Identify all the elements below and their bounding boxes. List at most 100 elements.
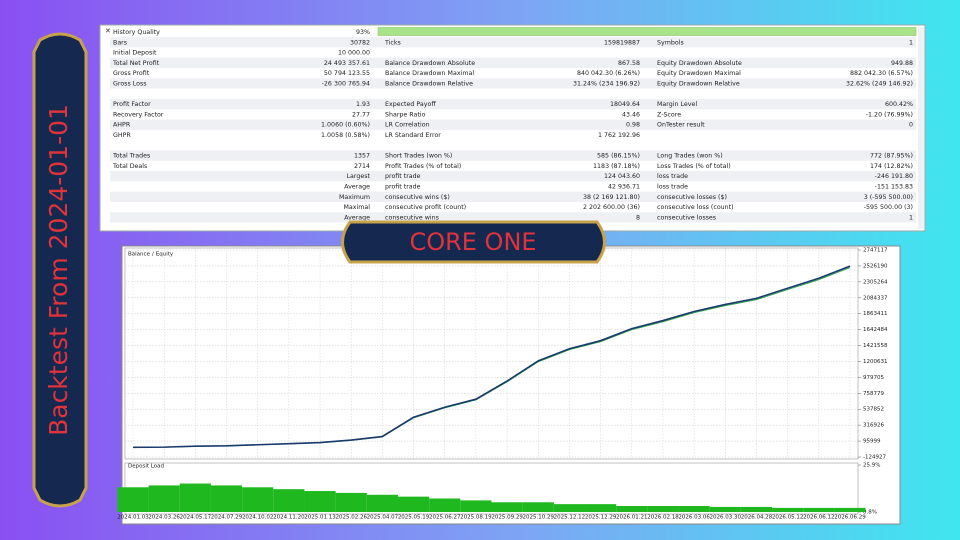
cell-value: 159819887	[604, 39, 640, 46]
x-tick-label: 2024.10.02	[242, 515, 274, 521]
x-tick-label: 2026.05.12	[772, 515, 804, 521]
cell-label: consecutive wins	[385, 214, 439, 221]
cell-value: 772 (87.95%)	[870, 153, 913, 160]
side-title: Backtest From 2024-01-01	[44, 104, 73, 436]
balance-chart: 2747117 2526190 2305264 2084337 1863411 16424…	[117, 248, 888, 521]
bar	[179, 483, 211, 512]
cell-label: Profit Trades (% of total)	[385, 163, 461, 170]
x-tick-label: 2025.12.29	[585, 515, 617, 521]
x-tick-label: 2025.02.26	[335, 515, 367, 521]
x-tick-label: 2025.09.29	[491, 515, 523, 521]
bar	[273, 489, 305, 512]
bar	[553, 504, 586, 512]
y-tick-label: 758779	[863, 391, 884, 397]
cell-label: Total Deals	[112, 163, 147, 170]
center-title: CORE ONE	[409, 228, 536, 256]
x-tick-label: 2026.02.18	[647, 515, 679, 521]
scrollbar[interactable]	[918, 27, 924, 229]
cell-value: 18049.64	[610, 101, 640, 108]
y-tick-label: 95999	[863, 439, 881, 445]
row-shade	[110, 191, 916, 202]
bar	[397, 496, 430, 512]
cell-label: Expected Payoff	[385, 101, 436, 108]
bar	[335, 492, 367, 512]
cell-label: History Quality	[113, 29, 160, 36]
cell-value: 882 042.30 (6.57%)	[850, 70, 913, 77]
cell-label: consecutive losses ($)	[657, 194, 727, 201]
cell-value: 0	[909, 122, 913, 129]
x-tick-label: 2025.06.27	[429, 515, 461, 521]
cell-value: 2714	[354, 163, 370, 170]
cell-value: 27.77	[352, 111, 370, 118]
y-tick-label: 979705	[863, 375, 884, 381]
chart-panel	[121, 245, 901, 525]
cell-label: Z-Score	[657, 111, 681, 118]
cell-value: 1	[909, 214, 913, 221]
x-tick-label: 2026.06.29	[834, 515, 866, 521]
y-tick-label: 1421558	[863, 343, 888, 349]
bar	[148, 485, 180, 512]
bar	[429, 498, 461, 512]
cell-value: 0.98	[626, 122, 640, 129]
cell-value: Maximum	[339, 194, 370, 201]
y-tick-label: 2747117	[863, 248, 888, 254]
row-shade	[110, 57, 916, 69]
bar	[834, 507, 866, 512]
cell-value: 867.58	[618, 60, 640, 67]
cell-label: profit trade	[385, 184, 421, 191]
cell-value: -595 500.00 (3)	[864, 204, 913, 211]
cell-label: Balance Drawdown Maximal	[385, 70, 474, 77]
row-shade	[110, 212, 916, 223]
cell-value: 1.0060 (0.60%)	[321, 122, 370, 129]
bar	[460, 500, 492, 512]
cell-value: Largest	[347, 173, 371, 180]
chart-title: Deposit Load	[128, 464, 164, 470]
cell-label: Short Trades (won %)	[385, 153, 452, 160]
x-tick-label: 2026.06.12	[803, 515, 835, 521]
legend-label: Equity	[156, 252, 174, 258]
bar	[678, 506, 710, 512]
y-tick-label: 537852	[863, 407, 884, 413]
bar	[117, 487, 149, 512]
cell-label: consecutive profit (count)	[385, 204, 466, 211]
cell-label: Total Net Profit	[112, 60, 160, 67]
x-tick-label: 2026.03.30	[710, 515, 742, 521]
cell-label: profit trade	[385, 173, 421, 180]
cell-label: LR Correlation	[385, 122, 430, 129]
cell-value: 42 936.71	[608, 184, 640, 191]
bar	[647, 506, 679, 512]
cell-label: Loss Trades (% of total)	[657, 163, 731, 170]
cell-value: 31.24% (234 196.92)	[573, 81, 640, 88]
cell-label: Total Trades	[112, 153, 150, 160]
x-tick-label: 2026.01.21	[616, 515, 648, 521]
side-banner	[32, 32, 88, 508]
bar	[709, 506, 741, 512]
cell-label: Sharpe Ratio	[385, 111, 426, 118]
cell-label: GHPR	[113, 132, 131, 139]
cell-value: 840 042.30 (6.26%)	[577, 70, 640, 77]
x-tick-label: 2025.12.12	[554, 515, 586, 521]
cell-label: consecutive loss (count)	[657, 204, 734, 211]
cell-value: Maximal	[343, 204, 370, 211]
y-tick-label: 2526190	[863, 263, 888, 269]
close-icon[interactable]: ✕	[105, 27, 111, 35]
y-tick-label: 1642484	[863, 327, 888, 333]
x-tick-label: 2024.11.20	[273, 515, 305, 521]
x-tick-label: 2024.07.29	[211, 515, 243, 521]
cell-label: Recovery Factor	[113, 111, 164, 118]
cell-value: 2 202 600.00 (36)	[583, 204, 640, 211]
row-shade	[110, 78, 916, 89]
x-tick-label: 2026.04.28	[741, 515, 773, 521]
row-shade	[110, 119, 916, 130]
cell-label: Equity Drawdown Absolute	[657, 60, 742, 67]
bar	[210, 485, 243, 512]
cell-label: loss trade	[657, 173, 688, 180]
cell-label: Ticks	[384, 39, 401, 46]
quality-bar	[377, 27, 917, 36]
cell-label: loss trade	[657, 184, 688, 191]
x-tick-label: 2024.05.17	[180, 515, 212, 521]
cell-label: AHPR	[113, 122, 131, 129]
cell-value: 30782	[350, 39, 370, 46]
cell-label: consecutive wins ($)	[385, 194, 450, 201]
